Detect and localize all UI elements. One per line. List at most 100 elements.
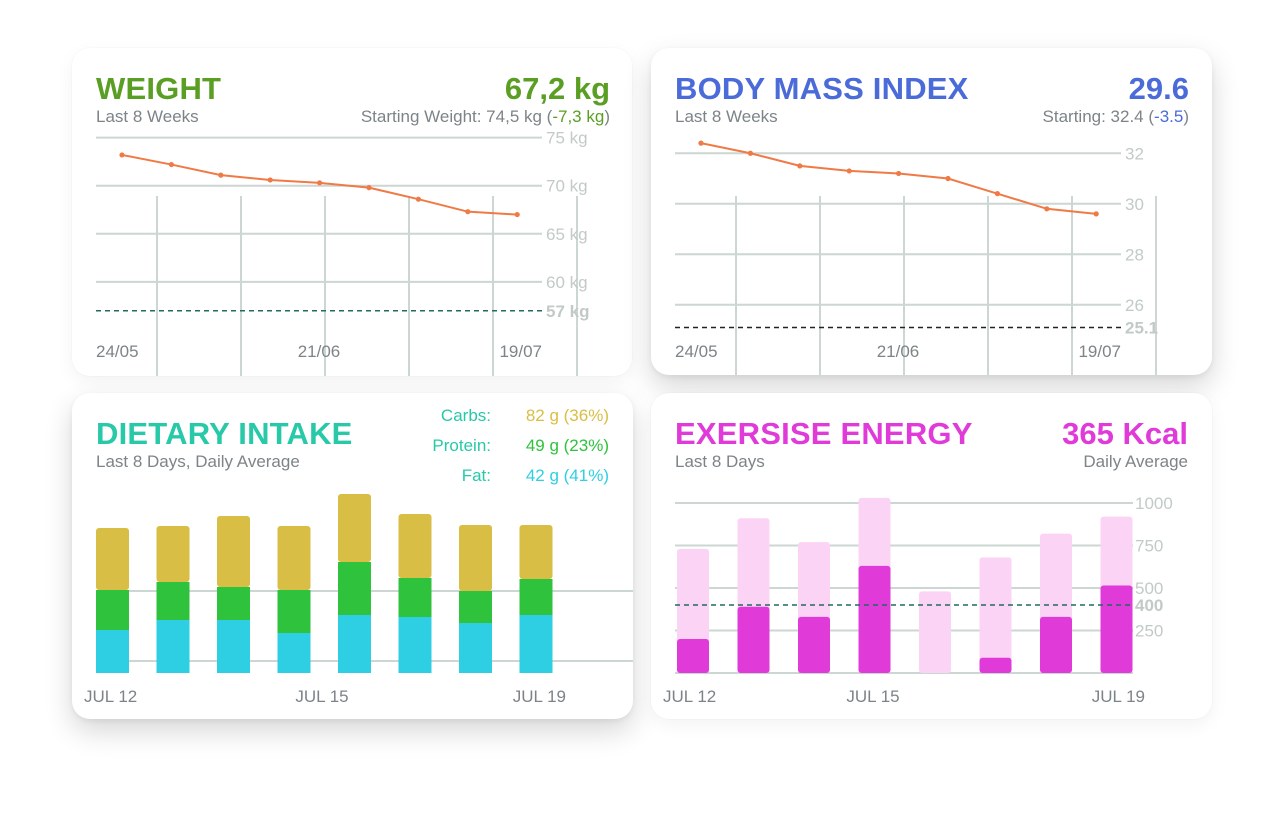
bmi-xtick-label: 24/05 xyxy=(675,342,718,361)
diet-chart: JUL 12 JUL 15 JUL 19 xyxy=(84,494,633,706)
diet-bar-fat xyxy=(277,633,311,673)
exercise-title: EXERSISE ENERGY xyxy=(675,416,973,451)
bmi-starting-delta: -3.5 xyxy=(1154,107,1184,126)
weight-ytick-label: 75 kg xyxy=(546,129,588,148)
exercise-bar-actual xyxy=(677,639,709,673)
exercise-xtick-label: JUL 19 xyxy=(1092,687,1145,706)
diet-card: JUL 12 JUL 15 JUL 19 DIETARY INTAKE Last 8… xyxy=(72,393,633,719)
bmi-xtick-label: 21/06 xyxy=(877,342,920,361)
diet-bar-protein xyxy=(459,591,492,623)
weight-xtick-label: 24/05 xyxy=(96,342,139,361)
exercise-ytick-label: 250 xyxy=(1135,622,1163,641)
bmi-data-point xyxy=(1093,211,1099,217)
weight-subtitle: Last 8 Weeks xyxy=(96,107,199,126)
exercise-current-value: 365 Kcal xyxy=(1062,416,1188,451)
weight-data-point xyxy=(267,177,273,183)
weight-data-point xyxy=(465,209,471,215)
exercise-bar-actual xyxy=(1100,585,1133,673)
bmi-data-point xyxy=(1044,206,1050,212)
bmi-xtick-label: 19/07 xyxy=(1078,342,1121,361)
diet-bar-fat xyxy=(459,623,492,673)
diet-bar-protein xyxy=(277,590,311,633)
weight-data-point xyxy=(415,196,421,202)
bmi-ytick-label: 32 xyxy=(1125,144,1144,163)
diet-title: DIETARY INTAKE xyxy=(96,416,353,451)
diet-bar-carbs xyxy=(277,526,311,590)
diet-legend-protein-label: Protein: xyxy=(432,436,491,455)
weight-data-point xyxy=(218,172,224,178)
diet-bar-fat xyxy=(338,615,371,673)
diet-xtick-label: JUL 15 xyxy=(295,687,348,706)
diet-bar-carbs xyxy=(398,514,432,578)
diet-bar-fat xyxy=(156,620,190,673)
bmi-ytick-label: 30 xyxy=(1125,195,1144,214)
diet-bar-protein xyxy=(156,582,190,620)
bmi-data-point xyxy=(896,170,902,177)
diet-bar-fat xyxy=(398,617,432,673)
exercise-bar-goal xyxy=(919,591,951,673)
weight-xtick-label: 21/06 xyxy=(298,342,341,361)
weight-current-value: 67,2 kg xyxy=(504,71,610,106)
diet-legend-carbs-label: Carbs: xyxy=(440,406,491,425)
weight-starting-delta: -7,3 kg xyxy=(552,107,605,126)
bmi-subtitle: Last 8 Weeks xyxy=(675,107,778,126)
exercise-bar-actual xyxy=(858,565,891,673)
exercise-bar-goal xyxy=(979,557,1012,673)
bmi-starting-prefix: Starting: 32.4 ( xyxy=(1042,107,1155,126)
bmi-current-value: 29.6 xyxy=(1128,71,1189,106)
diet-legend-carbs-value: 82 g (36%) xyxy=(525,406,609,425)
diet-bar-protein xyxy=(96,590,129,630)
diet-bar-protein xyxy=(338,562,371,615)
diet-subtitle: Last 8 Days, Daily Average xyxy=(96,452,300,471)
diet-bar-fat xyxy=(217,620,250,673)
exercise-bar-actual xyxy=(1040,616,1072,673)
diet-bar-carbs xyxy=(96,528,129,590)
bmi-ytick-label: 26 xyxy=(1125,296,1144,315)
diet-legend-fat-value: 42 g (41%) xyxy=(525,466,609,485)
weight-ytick-label: 70 kg xyxy=(546,177,588,196)
exercise-bar-actual xyxy=(979,657,1012,673)
weight-card: 75 kg 70 kg 65 kg 60 kg 57 kg 24/05 21/06 19/07… xyxy=(72,48,632,376)
bmi-data-point xyxy=(797,163,803,169)
weight-goal-label: 57 kg xyxy=(546,302,589,321)
bmi-card: 32 30 28 26 25.1 24/05 21/06 19/07 BODY MASS IN… xyxy=(651,48,1212,375)
diet-bar-protein xyxy=(217,587,250,620)
exercise-goal-label: 400 xyxy=(1135,596,1163,615)
diet-bar-carbs xyxy=(519,525,553,579)
exercise-bar-actual xyxy=(737,606,770,673)
diet-bar-carbs xyxy=(338,494,371,562)
bmi-goal-label: 25.1 xyxy=(1125,318,1158,337)
weight-data-point xyxy=(168,161,174,168)
weight-data-point xyxy=(119,152,125,158)
weight-data-point xyxy=(366,185,372,191)
diet-bar-carbs xyxy=(217,516,250,587)
exercise-chart: 1000 750 500 250 400 JUL 12 JUL 15 JUL 19 xyxy=(663,494,1173,706)
bmi-data-point xyxy=(994,191,1000,197)
bmi-chart: 32 30 28 26 25.1 24/05 21/06 19/07 xyxy=(675,140,1158,375)
diet-bar-protein xyxy=(398,578,432,617)
bmi-data-point xyxy=(747,150,753,156)
bmi-data-point xyxy=(846,168,852,174)
weight-chart: 75 kg 70 kg 65 kg 60 kg 57 kg 24/05 21/06 19/07 xyxy=(96,129,589,376)
weight-title: WEIGHT xyxy=(96,71,222,106)
weight-starting: Starting Weight: 74,5 kg (-7,3 kg) xyxy=(361,108,610,125)
exercise-ytick-label: 500 xyxy=(1135,579,1163,598)
diet-bar-carbs xyxy=(459,525,492,591)
exercise-subtitle: Last 8 Days xyxy=(675,452,765,471)
diet-legend-fat-label: Fat: xyxy=(461,466,491,485)
diet-xtick-label: JUL 12 xyxy=(84,687,137,706)
weight-starting-prefix: Starting Weight: 74,5 kg ( xyxy=(360,107,553,126)
diet-bar-fat xyxy=(96,630,129,673)
bmi-data-point xyxy=(698,140,704,146)
bmi-ytick-label: 28 xyxy=(1125,245,1144,264)
exercise-bar-actual xyxy=(798,616,830,673)
exercise-xtick-label: JUL 12 xyxy=(663,687,716,706)
exercise-xtick-label: JUL 15 xyxy=(846,687,899,706)
bmi-data-point xyxy=(945,175,951,182)
weight-starting-suffix: ) xyxy=(604,107,610,126)
exercise-ytick-label: 1000 xyxy=(1135,494,1173,513)
weight-ytick-label: 65 kg xyxy=(546,225,588,244)
weight-data-point xyxy=(514,211,520,218)
diet-legend-protein-value: 49 g (23%) xyxy=(525,436,609,455)
weight-ytick-label: 60 kg xyxy=(546,273,588,292)
